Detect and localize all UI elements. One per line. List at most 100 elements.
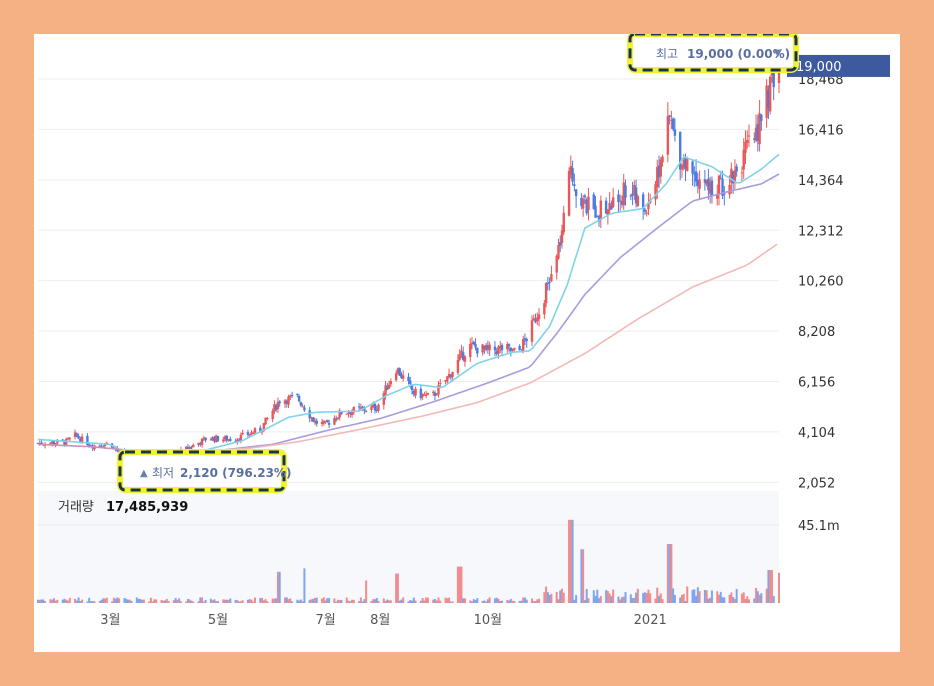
candle-body <box>599 200 603 220</box>
candle-body <box>63 441 66 445</box>
volume-bar <box>388 600 391 603</box>
candle-body <box>633 184 636 196</box>
volume-bar <box>469 600 472 603</box>
volume-bar <box>229 598 232 603</box>
candle-body <box>68 437 71 440</box>
candle-body <box>446 376 449 382</box>
volume-bar <box>585 589 588 603</box>
candle-body <box>671 118 675 130</box>
x-tick-label: 2021 <box>634 613 667 628</box>
candle-body <box>721 178 724 196</box>
volume-bar <box>620 597 623 603</box>
volume-bar <box>88 597 91 603</box>
volume-bar <box>629 594 632 603</box>
y-tick-label: 16,416 <box>798 123 844 138</box>
volume-bar <box>606 591 609 603</box>
volume-bar <box>93 601 96 603</box>
candle-body <box>608 202 611 211</box>
volume-bar <box>149 597 152 603</box>
candle-body <box>460 350 463 355</box>
volume-bar <box>666 544 669 603</box>
candle-body <box>656 167 659 188</box>
candle-body <box>719 178 722 180</box>
volume-bar <box>172 600 175 603</box>
volume-bar <box>716 591 719 603</box>
volume-bar <box>568 519 571 603</box>
volume-bar <box>135 597 138 603</box>
volume-bar <box>216 601 219 603</box>
volume-bar <box>518 600 521 603</box>
stock-chart: 2,052 4,104 6,156 8,208 10,260 12,312 14,364 16… <box>34 31 890 628</box>
candle-body <box>49 442 52 444</box>
volume-bar <box>742 592 745 603</box>
candle-body <box>562 212 565 233</box>
low-label: 최저 <box>152 466 174 480</box>
volume-bar <box>587 598 590 603</box>
candle-body <box>259 427 262 432</box>
volume-bar <box>118 598 121 603</box>
candle-body <box>222 439 225 442</box>
volume-bar <box>560 588 563 603</box>
candle-body <box>412 390 415 395</box>
candle-body <box>694 171 698 182</box>
candle-body <box>398 368 401 376</box>
high-marker-icon: ▼ <box>774 48 782 59</box>
candle-body <box>472 341 475 345</box>
volume-bar <box>324 600 327 603</box>
candle-body <box>691 161 694 174</box>
candle-body <box>760 114 763 121</box>
volume-bar <box>456 566 459 603</box>
volume-bar <box>670 544 673 603</box>
candle-body <box>696 180 700 186</box>
candle-body <box>534 320 537 323</box>
candle-body <box>301 406 304 408</box>
candle-body <box>204 437 207 441</box>
volume-bar <box>174 598 177 603</box>
candle-body <box>604 200 608 214</box>
volume-bar <box>419 600 422 603</box>
volume-bar <box>238 601 241 603</box>
candle-body <box>567 171 571 216</box>
volume-bar <box>610 596 613 603</box>
volume-bar <box>264 599 267 603</box>
candle-body <box>654 184 657 200</box>
candle-body <box>684 158 687 170</box>
volume-bar <box>474 600 477 603</box>
candle-body <box>297 395 301 402</box>
volume-bar <box>486 599 489 603</box>
candle-body <box>550 274 553 282</box>
volume-bar <box>155 599 158 603</box>
candle-body <box>185 446 188 450</box>
volume-bar <box>723 597 726 603</box>
candle-body <box>611 197 615 207</box>
candle-body <box>103 444 107 447</box>
candle-body <box>484 344 488 351</box>
y-tick-label: 10,260 <box>798 275 844 290</box>
candle-body <box>54 443 57 445</box>
volume-bar <box>596 589 599 603</box>
candle-body <box>66 438 70 440</box>
volume-bar <box>222 599 225 603</box>
volume-bar <box>534 601 537 603</box>
candle-body <box>402 375 405 379</box>
candle-body <box>56 439 59 444</box>
volume-bar <box>151 601 154 603</box>
volume-bar <box>719 591 722 603</box>
candle-body <box>287 396 290 405</box>
candle-body <box>573 184 576 187</box>
volume-bar <box>56 599 59 603</box>
candle-body <box>407 376 410 382</box>
candle-body <box>488 344 491 351</box>
candle-body <box>310 417 313 419</box>
candle-body <box>610 205 613 210</box>
volume-bar <box>740 593 743 603</box>
volume-bar <box>624 591 627 603</box>
volume-bar <box>728 594 731 603</box>
candle-body <box>643 209 647 212</box>
volume-bar <box>721 597 724 603</box>
volume-bar <box>645 592 648 603</box>
candle-body <box>583 195 587 198</box>
candle-body <box>213 437 216 442</box>
volume-bar <box>167 601 170 603</box>
volume-bar <box>513 600 516 603</box>
